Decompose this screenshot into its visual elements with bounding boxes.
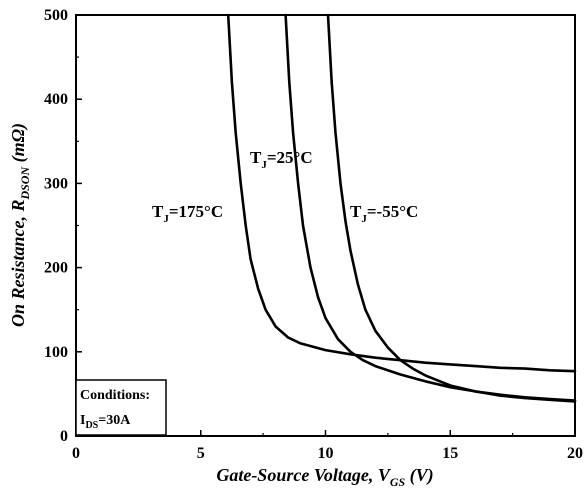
y-tick-label: 300 <box>44 175 68 192</box>
label-tj-25: TJ=25°C <box>250 148 313 171</box>
x-tick-label: 0 <box>72 445 80 462</box>
y-tick-label: 400 <box>44 91 68 108</box>
y-axis-title: On Resistance, RDSON (mΩ) <box>8 123 32 327</box>
curves-group <box>226 13 577 403</box>
y-tick-label: 100 <box>44 344 68 361</box>
y-tick-label: 0 <box>60 428 68 445</box>
x-tick-label: 5 <box>197 445 205 462</box>
series-line-2 <box>326 13 577 403</box>
x-tick-label: 15 <box>442 445 458 462</box>
x-tick-label: 20 <box>567 445 583 462</box>
conditions-box <box>75 379 167 436</box>
x-tick-label: 10 <box>318 445 334 462</box>
conditions-ids: IDS=30A <box>80 413 131 431</box>
y-tick-label: 500 <box>44 7 68 24</box>
y-tick-label: 200 <box>44 260 68 277</box>
label-tj-minus55: TJ=-55°C <box>350 202 418 225</box>
x-axis-title: Gate-Source Voltage, VGS (V) <box>216 465 433 489</box>
conditions-title: Conditions: <box>80 388 150 403</box>
series-line-0 <box>226 13 577 373</box>
label-tj-175: TJ=175°C <box>152 202 223 225</box>
